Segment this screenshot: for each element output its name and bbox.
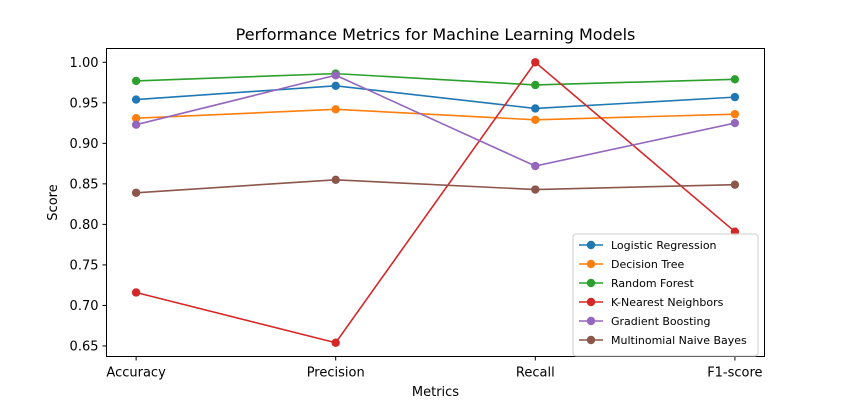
data-point [730, 75, 740, 84]
data-point [131, 114, 141, 123]
plot-lines [135, 61, 736, 344]
legend-swatch-marker [586, 259, 596, 269]
data-point [730, 118, 740, 128]
y-tick-label: 0.75 [70, 258, 99, 273]
x-tick-label: Precision [307, 366, 365, 381]
data-point [531, 115, 540, 125]
data-point [331, 175, 340, 185]
data-point [531, 185, 540, 194]
data-point [331, 81, 340, 90]
legend-swatch-marker [586, 240, 596, 250]
series-line-0 [136, 84, 735, 110]
data-point [531, 58, 540, 67]
y-tick-label: 0.85 [70, 177, 99, 192]
plot-frame [106, 48, 765, 357]
y-tick-label: 1.00 [70, 56, 99, 71]
data-point [730, 180, 740, 189]
x-axis: Accuracy Precision Recall F1-score [106, 356, 763, 381]
legend-entry-label: Random Forest [611, 277, 694, 290]
legend-entry-label: K-Nearest Neighbors [611, 296, 724, 309]
data-point [131, 188, 141, 197]
y-axis: 0.65 0.70 0.75 0.80 0.85 0.90 0.95 1.00 [70, 56, 107, 354]
x-tick-label: Recall [516, 366, 555, 381]
y-axis-title: Score [46, 184, 61, 220]
data-point [531, 80, 540, 90]
chart-title: Performance Metrics for Machine Learning… [236, 25, 636, 44]
legend-swatch-marker [586, 278, 596, 288]
series-line-4 [135, 74, 736, 167]
data-point [730, 92, 740, 102]
legend-swatch-marker [586, 297, 596, 307]
series-line-2 [136, 72, 735, 86]
legend-box [572, 233, 759, 357]
x-tick-label: F1-score [707, 366, 762, 381]
legend-entry-label: Multinomial Naive Bayes [611, 334, 747, 347]
legend-entry-label: Logistic Regression [611, 239, 717, 252]
data-point [131, 288, 141, 297]
legend-entry-label: Decision Tree [611, 258, 684, 271]
legend-swatch-marker [586, 316, 596, 326]
legend-swatch-marker [586, 335, 596, 345]
series-line-3 [135, 61, 736, 344]
data-point [331, 105, 340, 114]
data-point [131, 76, 141, 86]
data-point [331, 338, 340, 347]
data-point [531, 104, 540, 113]
data-point [531, 161, 540, 171]
data-point [131, 120, 141, 129]
x-axis-title: Metrics [412, 385, 459, 400]
x-tick-label: Accuracy [106, 366, 166, 381]
data-point [331, 71, 340, 80]
y-tick-label: 0.80 [70, 218, 99, 233]
legend-entry-label: Gradient Boosting [611, 315, 710, 328]
y-tick-label: 0.70 [70, 299, 99, 314]
series-line-1 [136, 108, 735, 121]
y-tick-label: 0.65 [70, 339, 99, 354]
legend: Logistic Regression Decision Tree Random F… [572, 233, 759, 357]
series-line-5 [136, 179, 735, 194]
data-point [730, 109, 740, 119]
data-point [131, 95, 141, 104]
y-tick-label: 0.95 [70, 96, 99, 111]
plot-points [131, 58, 740, 347]
y-tick-label: 0.90 [70, 137, 99, 152]
